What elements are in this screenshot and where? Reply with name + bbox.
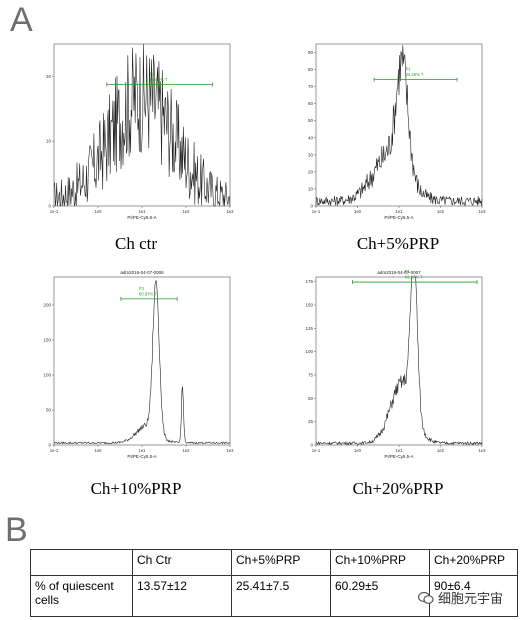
- gate-value: 93.27% T: [405, 275, 423, 280]
- x-tick-label: 1e0: [95, 209, 103, 214]
- watermark: 细胞元宇宙: [418, 588, 503, 607]
- caption-ch-ctr: Ch ctr: [114, 234, 158, 253]
- y-tick-label: 40: [308, 135, 314, 140]
- x-axis-label: PI/PE-Cy5.5-A: [384, 454, 413, 459]
- x-tick-label: 1e-1: [312, 209, 321, 214]
- histogram-trace: [315, 44, 483, 206]
- x-tick-label: 1e3: [227, 209, 235, 214]
- x-tick-label: 1e2: [183, 448, 191, 453]
- y-tick-label: 20: [46, 74, 52, 79]
- table-cell: 90±6.4: [429, 575, 518, 617]
- caption-ch-5-prp: Ch+5%PRP: [356, 234, 440, 253]
- caption-ch-20-prp: Ch+20%PRP: [352, 479, 444, 498]
- table-cell: 25.41±7.5: [231, 575, 331, 617]
- x-tick-label: 1e3: [479, 209, 487, 214]
- gate-value: 24.26% T: [406, 72, 424, 77]
- x-tick-label: 1e0: [95, 448, 103, 453]
- y-tick-label: 50: [308, 396, 314, 401]
- histogram-svg: adm2016-04-07-0007 0 25 50 75 100 125 150 175 1e-…: [305, 269, 487, 459]
- histogram-header: adm2016-04-07-0006: [120, 270, 164, 275]
- x-tick-label: 1e0: [354, 209, 362, 214]
- histogram-ch-20-prp: adm2016-04-07-0007 0 25 50 75 100 125 150 175 1e-…: [298, 265, 488, 465]
- x-tick-label: 1e-1: [312, 448, 321, 453]
- table-corner-cell: [30, 549, 133, 576]
- table-header-cell: Ch+10%PRP: [330, 549, 430, 576]
- y-tick-label: 70: [308, 84, 314, 89]
- y-tick-label: 150: [43, 338, 51, 343]
- y-tick-label: 75: [308, 373, 314, 378]
- table-row: % of quiescent cells 13.57±12 25.41±7.5 …: [30, 575, 518, 617]
- watermark-text: 细胞元宇宙: [438, 592, 504, 607]
- y-tick-label: 200: [43, 303, 51, 308]
- histogram-header: adm2016-04-07-0007: [377, 270, 421, 275]
- x-tick-label: 1e2: [437, 209, 445, 214]
- histogram-trace: [53, 279, 231, 445]
- plot-frame: [315, 276, 483, 446]
- histogram-svg: 0 10 20 30 40 50 60 70 80 90 1e-1 1e0 1e1 1e2 1e3 PI/PE…: [308, 43, 487, 220]
- y-tick-label: 25: [308, 419, 314, 424]
- plot-frame: [53, 43, 231, 207]
- x-tick-label: 1e2: [437, 448, 445, 453]
- gate-value: 14.95% T: [150, 77, 168, 82]
- gate-name: P1: [150, 72, 156, 77]
- y-tick-label: 0: [48, 443, 51, 448]
- y-tick-label: 10: [46, 139, 52, 144]
- y-tick-label: 60: [308, 101, 314, 106]
- histogram-ch-ctr: 0 10 20 1e-1 1e0 1e1 1e2 1e3 PI/PE-Cy5.5-A P1 14.9…: [36, 32, 236, 226]
- y-tick-label: 50: [308, 118, 314, 123]
- histogram-svg: 0 10 20 1e-1 1e0 1e1 1e2 1e3 PI/PE-Cy5.5-A P114.9…: [46, 43, 235, 220]
- caption-ch-10-prp: Ch+10%PRP: [90, 479, 182, 498]
- x-tick-label: 1e2: [183, 209, 191, 214]
- quiescent-cells-table: Ch Ctr Ch+5%PRP Ch+10%PRP Ch+20%PRP % of…: [30, 549, 518, 617]
- y-tick-label: 100: [43, 373, 51, 378]
- x-axis-label: PI/PE-Cy5.5-A: [384, 215, 413, 220]
- x-tick-label: 1e3: [227, 448, 235, 453]
- table-header-cell: Ch+20%PRP: [429, 549, 518, 576]
- x-axis-label: PI/PE-Cy5.5-A: [127, 215, 156, 220]
- x-tick-label: 1e1: [139, 448, 147, 453]
- plot-frame: [315, 43, 483, 207]
- gate-name: P1: [405, 269, 411, 274]
- panel-a-letter: A: [10, 1, 33, 39]
- gate-name: P1: [406, 67, 412, 72]
- x-tick-label: 1e0: [354, 448, 362, 453]
- table-header-cell: Ch Ctr: [132, 549, 232, 576]
- y-tick-label: 20: [308, 169, 314, 174]
- y-tick-label: 150: [305, 303, 313, 308]
- gate-name: P1: [139, 286, 145, 291]
- y-tick-label: 0: [310, 443, 313, 448]
- table-cell: 60.29±5: [330, 575, 430, 617]
- histogram-trace: [315, 276, 483, 446]
- y-tick-label: 125: [305, 326, 313, 331]
- x-axis-label: PI/PE-Cy5.5-A: [127, 454, 156, 459]
- y-tick-label: 10: [308, 186, 314, 191]
- x-tick-label: 1e3: [479, 448, 487, 453]
- y-tick-label: 0: [48, 204, 51, 209]
- x-tick-label: 1e1: [396, 209, 404, 214]
- table-cell: 13.57±12: [132, 575, 232, 617]
- gate-value: 60.97% T: [139, 291, 157, 296]
- y-tick-label: 100: [305, 349, 313, 354]
- histogram-ch-10-prp: adm2016-04-07-0006 0 50 100 150 200 1e-1 1e0 1e1…: [36, 265, 236, 465]
- panel-b-letter: B: [5, 511, 28, 549]
- y-tick-label: 0: [310, 204, 313, 209]
- table-header-row: Ch Ctr Ch+5%PRP Ch+10%PRP Ch+20%PRP: [30, 549, 518, 576]
- histogram-trace: [53, 43, 231, 207]
- histogram-svg: adm2016-04-07-0006 0 50 100 150 200 1e-1 1e0 1e1…: [43, 270, 235, 459]
- y-tick-label: 50: [46, 408, 52, 413]
- wechat-icon: [418, 591, 434, 604]
- x-tick-label: 1e-1: [50, 209, 59, 214]
- x-tick-label: 1e1: [396, 448, 404, 453]
- histogram-ch-5-prp: 0 10 20 30 40 50 60 70 80 90 1e-1 1e0 1e1 1e2 1e3 PI/PE…: [298, 32, 488, 226]
- y-tick-label: 90: [308, 50, 314, 55]
- x-tick-label: 1e1: [139, 209, 147, 214]
- x-tick-label: 1e-1: [50, 448, 59, 453]
- table-header-cell: Ch+5%PRP: [231, 549, 331, 576]
- y-tick-label: 80: [308, 67, 314, 72]
- table-row-label: % of quiescent cells: [30, 575, 133, 617]
- y-tick-label: 30: [308, 152, 314, 157]
- plot-frame: [53, 276, 231, 446]
- y-tick-label: 175: [305, 279, 313, 284]
